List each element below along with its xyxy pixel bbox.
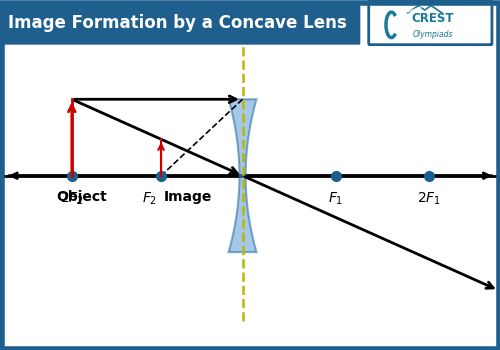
Text: Image Formation by a Concave Lens: Image Formation by a Concave Lens <box>8 14 347 32</box>
Text: Object: Object <box>56 190 106 204</box>
Text: Image: Image <box>164 190 212 204</box>
Text: $F_2$: $F_2$ <box>142 190 157 206</box>
Text: $2F_1$: $2F_1$ <box>416 190 441 206</box>
FancyBboxPatch shape <box>1 1 360 45</box>
Text: Olympiads: Olympiads <box>412 30 453 39</box>
Text: CREST: CREST <box>412 12 454 24</box>
Text: $2F_2$: $2F_2$ <box>60 190 84 206</box>
Polygon shape <box>228 99 256 252</box>
FancyBboxPatch shape <box>368 1 492 45</box>
Text: $F_1$: $F_1$ <box>328 190 344 206</box>
